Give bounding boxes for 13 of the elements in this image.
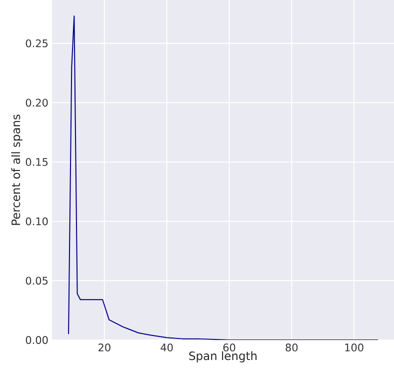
- y-axis-title: Percent of all spans: [11, 114, 22, 225]
- y-tick-label: 0.20: [26, 98, 48, 107]
- x-axis-title: Span length: [189, 351, 257, 362]
- x-tick-label: 40: [160, 344, 173, 352]
- y-tick-label: 0.05: [26, 276, 48, 285]
- y-tick-label: 0.25: [26, 39, 48, 48]
- y-tick-label: 0.00: [26, 336, 48, 344]
- x-tick-label: 80: [286, 344, 298, 352]
- x-tick-label: 100: [345, 344, 364, 352]
- x-tick-label: 60: [223, 344, 236, 352]
- y-tick-label: 0.10: [26, 217, 48, 226]
- y-tick-label: 0.15: [26, 158, 48, 166]
- x-tick-label: 20: [98, 344, 110, 352]
